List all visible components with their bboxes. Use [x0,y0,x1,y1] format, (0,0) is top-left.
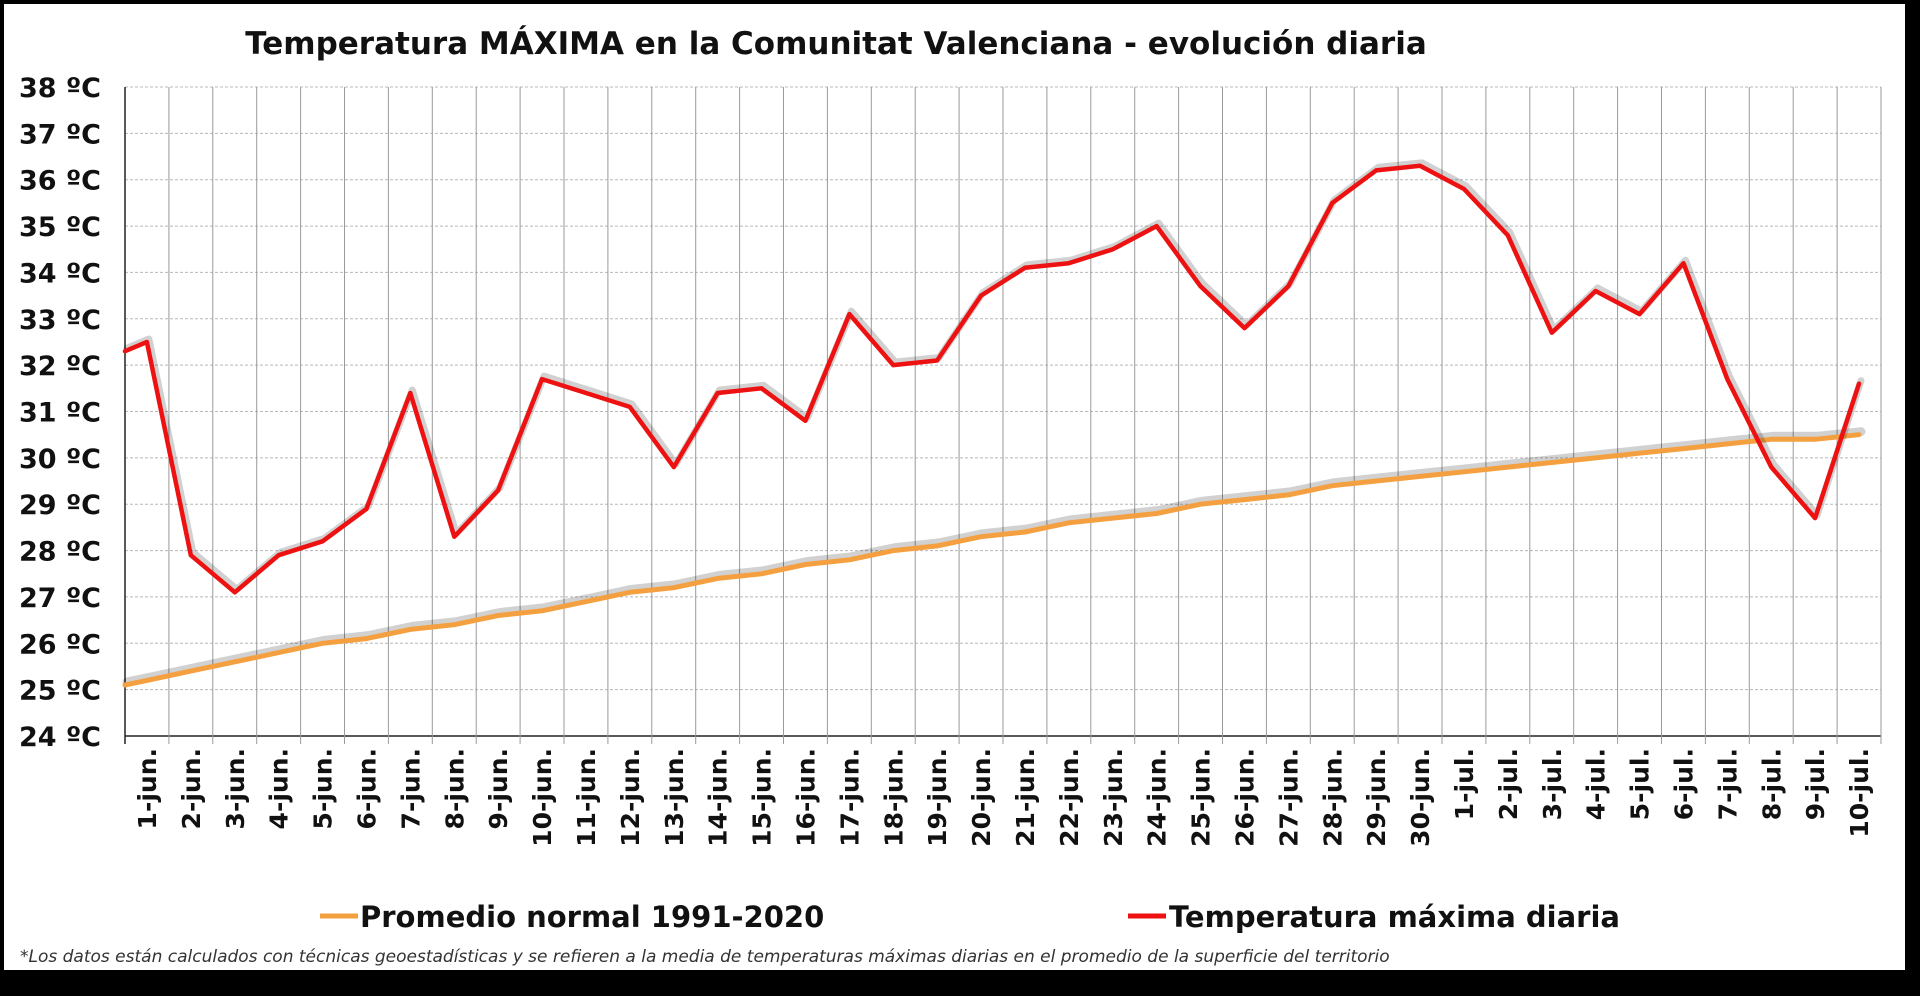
x-tick-label: 9-jul. [1801,748,1830,820]
x-tick-label: 23-jun. [1099,748,1128,847]
x-tick-label: 6-jun. [352,748,381,829]
x-tick-label: 5-jun. [309,748,338,829]
y-tick-label: 38 ºC [19,73,101,104]
x-tick-label: 2-jun. [177,748,206,829]
y-axis-ticks: 24 ºC 25 ºC 26 ºC 27 ºC 28 ºC 29 ºC 30 ºC 31 ºC… [19,73,101,753]
x-tick-label: 3-jul. [1538,748,1567,820]
x-tick-label: 20-jun. [967,748,996,847]
x-tick-label: 30-jun. [1406,748,1435,847]
x-tick-label: 29-jun. [1362,748,1391,847]
x-tick-label: 4-jul. [1582,748,1611,820]
grid [124,86,1882,744]
legend-label-promedio-normal: Promedio normal 1991-2020 [360,900,824,934]
x-tick-label: 9-jun. [484,748,513,829]
x-tick-label: 28-jun. [1318,748,1347,847]
x-tick-label: 11-jun. [572,748,601,847]
x-tick-label: 15-jun. [748,748,777,847]
x-tick-label: 16-jun. [791,748,820,847]
x-tick-label: 8-jun. [440,748,469,829]
y-tick-label: 27 ºC [19,583,101,614]
x-tick-label: 22-jun. [1055,748,1084,847]
y-tick-label: 28 ºC [19,537,101,568]
y-tick-label: 31 ºC [19,398,101,429]
x-tick-label: 3-jun. [221,748,250,829]
x-tick-label: 4-jun. [265,748,294,829]
x-tick-label: 1-jun. [133,748,162,829]
x-tick-label: 7-jul. [1713,748,1742,820]
y-tick-label: 33 ºC [19,305,101,336]
x-tick-label: 6-jul. [1669,748,1698,820]
x-tick-label: 26-jun. [1230,748,1259,847]
series-line-promedio-normal [122,432,1862,688]
x-axis-ticks: 1-jun. 2-jun. 3-jun. 4-jun. 5-jun. 6-jun. 7-ju… [133,748,1874,847]
x-tick-label: 24-jun. [1143,748,1172,847]
legend: Promedio normal 1991-2020 Temperatura má… [320,900,1620,934]
chart-title: Temperatura MÁXIMA en la Comunitat Valen… [245,26,1427,62]
y-tick-label: 32 ºC [19,351,101,382]
y-tick-label: 29 ºC [19,490,101,521]
y-tick-label: 36 ºC [19,166,101,197]
y-tick-label: 30 ºC [19,444,101,475]
series-shadow-temperatura-maxima [123,159,1865,593]
series-lines [122,159,1866,688]
x-tick-label: 25-jun. [1187,748,1216,847]
x-tick-label: 8-jul. [1757,748,1786,820]
x-tick-label: 14-jun. [704,748,733,847]
x-tick-label: 1-jul. [1450,748,1479,820]
chart-frame: Temperatura MÁXIMA en la Comunitat Valen… [4,4,1905,970]
x-tick-label: 12-jun. [616,748,645,847]
x-tick-label: 17-jun. [835,748,864,847]
x-tick-label: 10-jul. [1845,748,1874,838]
y-tick-label: 34 ºC [19,258,101,289]
x-tick-label: 13-jun. [660,748,689,847]
x-tick-label: 5-jul. [1626,748,1655,820]
x-tick-label: 19-jun. [923,748,952,847]
y-tick-label: 24 ºC [19,722,101,753]
x-tick-label: 21-jun. [1011,748,1040,847]
x-tick-label: 18-jun. [879,748,908,847]
x-tick-label: 27-jun. [1274,748,1303,847]
x-tick-label: 7-jun. [396,748,425,829]
footnote: *Los datos están calculados con técnicas… [20,947,1390,967]
chart-svg: Temperatura MÁXIMA en la Comunitat Valen… [19,26,1882,967]
x-tick-label: 2-jul. [1494,748,1523,820]
y-tick-label: 35 ºC [19,212,101,243]
y-tick-label: 25 ºC [19,676,101,707]
series-line-temperatura-maxima [122,163,1862,595]
series-shadow-promedio-normal [122,427,1866,687]
legend-label-temperatura-maxima: Temperatura máxima diaria [1169,900,1620,934]
y-tick-label: 37 ºC [19,119,101,150]
y-tick-label: 26 ºC [19,629,101,660]
x-tick-label: 10-jun. [528,748,557,847]
